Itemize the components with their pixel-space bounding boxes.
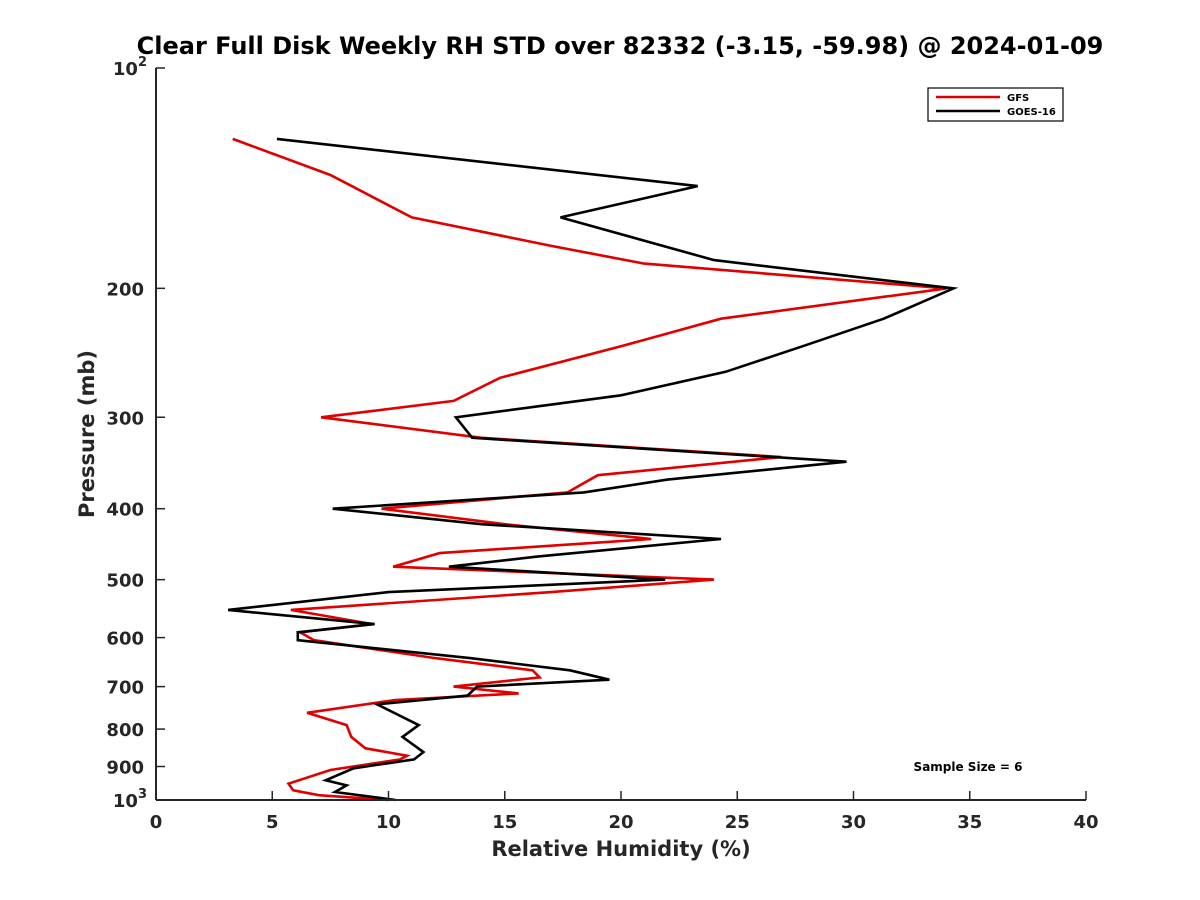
chart-title: Clear Full Disk Weekly RH STD over 82332… <box>137 32 1104 60</box>
x-tick-label: 20 <box>608 812 633 833</box>
x-tick-label: 0 <box>150 812 163 833</box>
y-tick-label: 600 <box>106 629 144 650</box>
y-tick-label: 102 <box>113 55 147 80</box>
x-tick-label: 40 <box>1073 812 1098 833</box>
y-tick-label: 800 <box>106 720 144 741</box>
x-tick-label: 25 <box>725 812 750 833</box>
y-tick-base: 10 <box>113 791 138 812</box>
legend-box <box>927 87 1064 122</box>
x-tick-label: 10 <box>376 812 401 833</box>
x-ticks: 0 5 10 15 20 25 30 35 40 <box>150 791 1099 833</box>
y-tick-label: 300 <box>106 408 144 429</box>
y-tick-label: 200 <box>106 279 144 300</box>
y-tick-base: 10 <box>113 59 138 80</box>
legend-label-goes16: GOES-16 <box>1007 107 1056 118</box>
legend: GFS GOES-16 <box>927 87 1064 122</box>
y-tick-label: 103 <box>113 787 147 812</box>
x-axis-label: Relative Humidity (%) <box>491 837 750 861</box>
y-axis-label: Pressure (mb) <box>75 350 99 518</box>
x-tick-label: 15 <box>492 812 517 833</box>
x-tick-label: 5 <box>266 812 279 833</box>
y-tick-label: 500 <box>106 571 144 592</box>
y-tick-exponent: 2 <box>138 55 147 70</box>
y-tick-label: 700 <box>106 678 144 699</box>
x-tick-label: 30 <box>841 812 866 833</box>
y-tick-exponent: 3 <box>138 787 147 802</box>
plot-area: 0 5 10 15 20 25 30 35 40 10220030040050060070080… <box>106 55 1098 833</box>
y-tick-label: 400 <box>106 500 144 521</box>
x-tick-label: 35 <box>957 812 982 833</box>
sample-size-annotation: Sample Size = 6 <box>914 760 1023 774</box>
y-tick-label: 900 <box>106 758 144 779</box>
series-line-goes16 <box>227 137 959 802</box>
series-line-gfs <box>232 137 947 802</box>
legend-label-gfs: GFS <box>1007 93 1029 104</box>
series-layer <box>227 137 959 802</box>
